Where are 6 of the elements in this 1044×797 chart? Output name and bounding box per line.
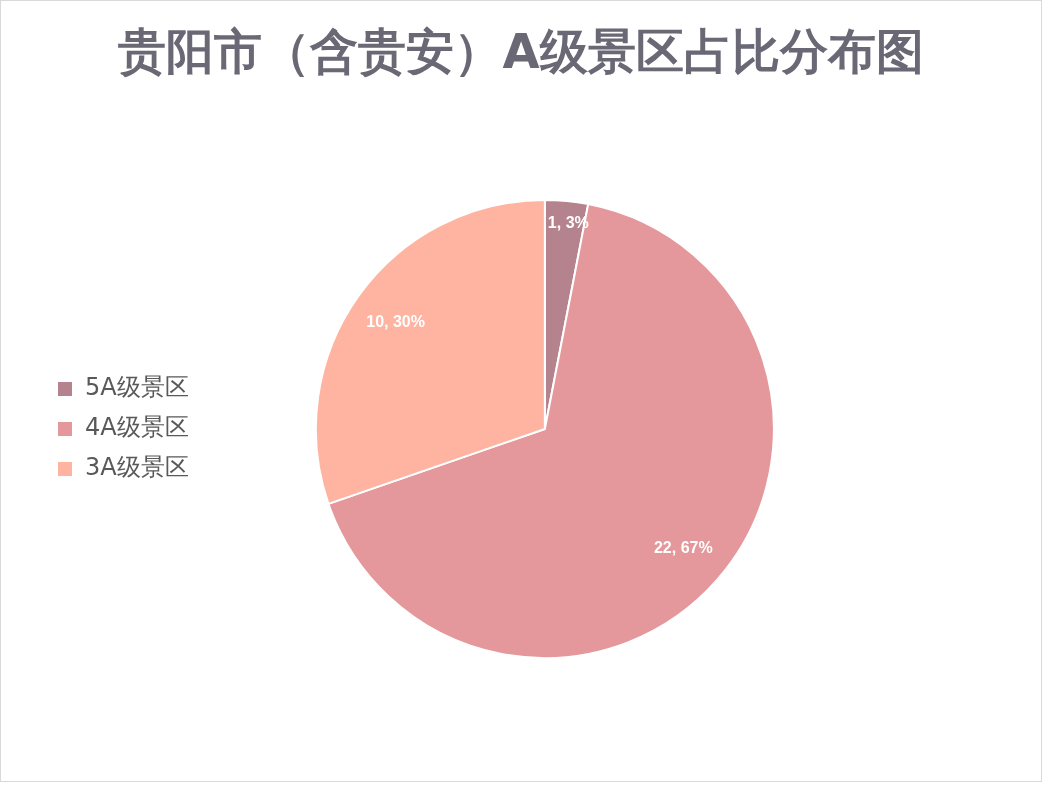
legend-label: 4A级景区 (85, 413, 189, 442)
data-label: 10, 30% (366, 313, 425, 331)
legend-label: 5A级景区 (85, 373, 189, 402)
chart-title: 贵阳市（含贵安）A级景区占比分布图 (117, 22, 925, 81)
data-label: 22, 67% (653, 539, 713, 557)
legend-label: 3A级景区 (85, 453, 189, 482)
